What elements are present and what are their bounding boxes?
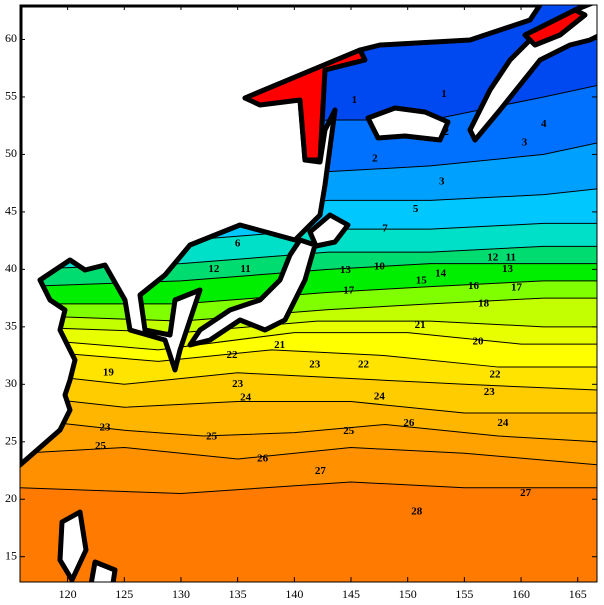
contour-label: 28 [411,505,423,517]
x-tick-label: 140 [285,587,303,601]
contour-label: 4 [541,118,547,130]
contour-label: 3 [439,176,445,188]
contour-label: 22 [226,349,238,361]
contour-label: 2 [372,153,378,165]
contour-label: 23 [309,358,321,370]
contour-label: 23 [100,422,112,434]
contour-label: 10 [374,261,386,273]
y-tick-label: 30 [5,376,17,390]
x-tick-label: 145 [342,587,360,601]
x-tick-label: 130 [172,587,190,601]
contour-label: 13 [502,263,514,275]
y-tick-label: 55 [5,89,17,103]
contour-label: 5 [413,203,419,215]
contour-label: 12 [487,251,499,263]
contour-label: 17 [511,281,523,293]
x-tick-label: 165 [569,587,587,601]
y-tick-label: 60 [5,31,17,45]
isotherm-line [20,418,597,443]
x-tick-label: 125 [115,587,133,601]
isotherm-line [20,481,597,494]
contour-label: 25 [95,440,107,452]
contour-label: 23 [232,378,244,390]
contour-label: 15 [416,274,428,286]
isotherm-line [20,297,597,322]
contour-label: 17 [343,285,355,297]
masked-region [242,47,368,163]
y-tick-label: 25 [5,434,17,448]
contour-label: 7 [382,223,388,235]
y-tick-label: 50 [5,146,17,160]
contour-label: 25 [206,431,218,443]
land [20,5,597,582]
isotherm-line [20,280,597,305]
x-tick-label: 155 [455,587,473,601]
contour-label: 27 [315,465,327,477]
contour-label: 21 [415,319,426,331]
contour-label: 11 [240,263,250,275]
contour-label: 14 [435,267,447,279]
contour-label: 12 [208,263,220,275]
kamchatka [467,5,597,143]
y-tick-label: 40 [5,261,17,275]
okhotsk-patch [365,105,451,143]
contour-label: 20 [472,335,484,347]
isotherm-line [20,447,597,466]
y-tick-label: 35 [5,319,17,333]
contour-label: 3 [522,136,528,148]
contour-label: 26 [257,453,269,465]
contour-label: 19 [103,366,115,378]
isotherm-line [20,332,597,351]
isotherm-line [20,372,597,391]
contour-label: 11 [506,251,516,263]
y-tick-label: 45 [5,204,17,218]
hokkaido [307,212,351,249]
contour-label: 16 [468,280,480,292]
contour-label: 21 [274,339,285,351]
contour-label: 13 [340,264,352,276]
contour-label: 1 [441,88,447,100]
isotherm-line [20,395,597,414]
x-tick-label: 160 [512,587,530,601]
y-tick-label: 20 [5,491,17,505]
contour-label: 27 [520,487,532,499]
contour-label: 18 [478,297,490,309]
contour-label: 24 [374,390,386,402]
contour-label: 23 [484,386,496,398]
x-tick-label: 120 [59,587,77,601]
y-tick-label: 15 [5,548,17,562]
contour-label: 25 [343,425,355,437]
philippines [88,559,118,582]
contour-label: 22 [358,358,370,370]
contour-label: 2 [443,126,449,138]
axes: 120 125 130 135 140 145 150 155 160 1651520253035… [5,5,597,601]
isotherm-line [20,349,597,368]
x-tick-label: 150 [399,587,417,601]
contour-label: 6 [235,238,241,250]
contour-label: 24 [497,417,509,429]
contour-label: 24 [240,392,252,404]
x-tick-label: 135 [229,587,247,601]
contour-label: 26 [403,417,415,429]
contour-label: 1 [352,94,358,106]
contour-label: 22 [489,369,501,381]
japan [187,237,318,348]
masked-region [522,7,588,48]
plot-frame [19,4,598,583]
taiwan [57,509,89,582]
